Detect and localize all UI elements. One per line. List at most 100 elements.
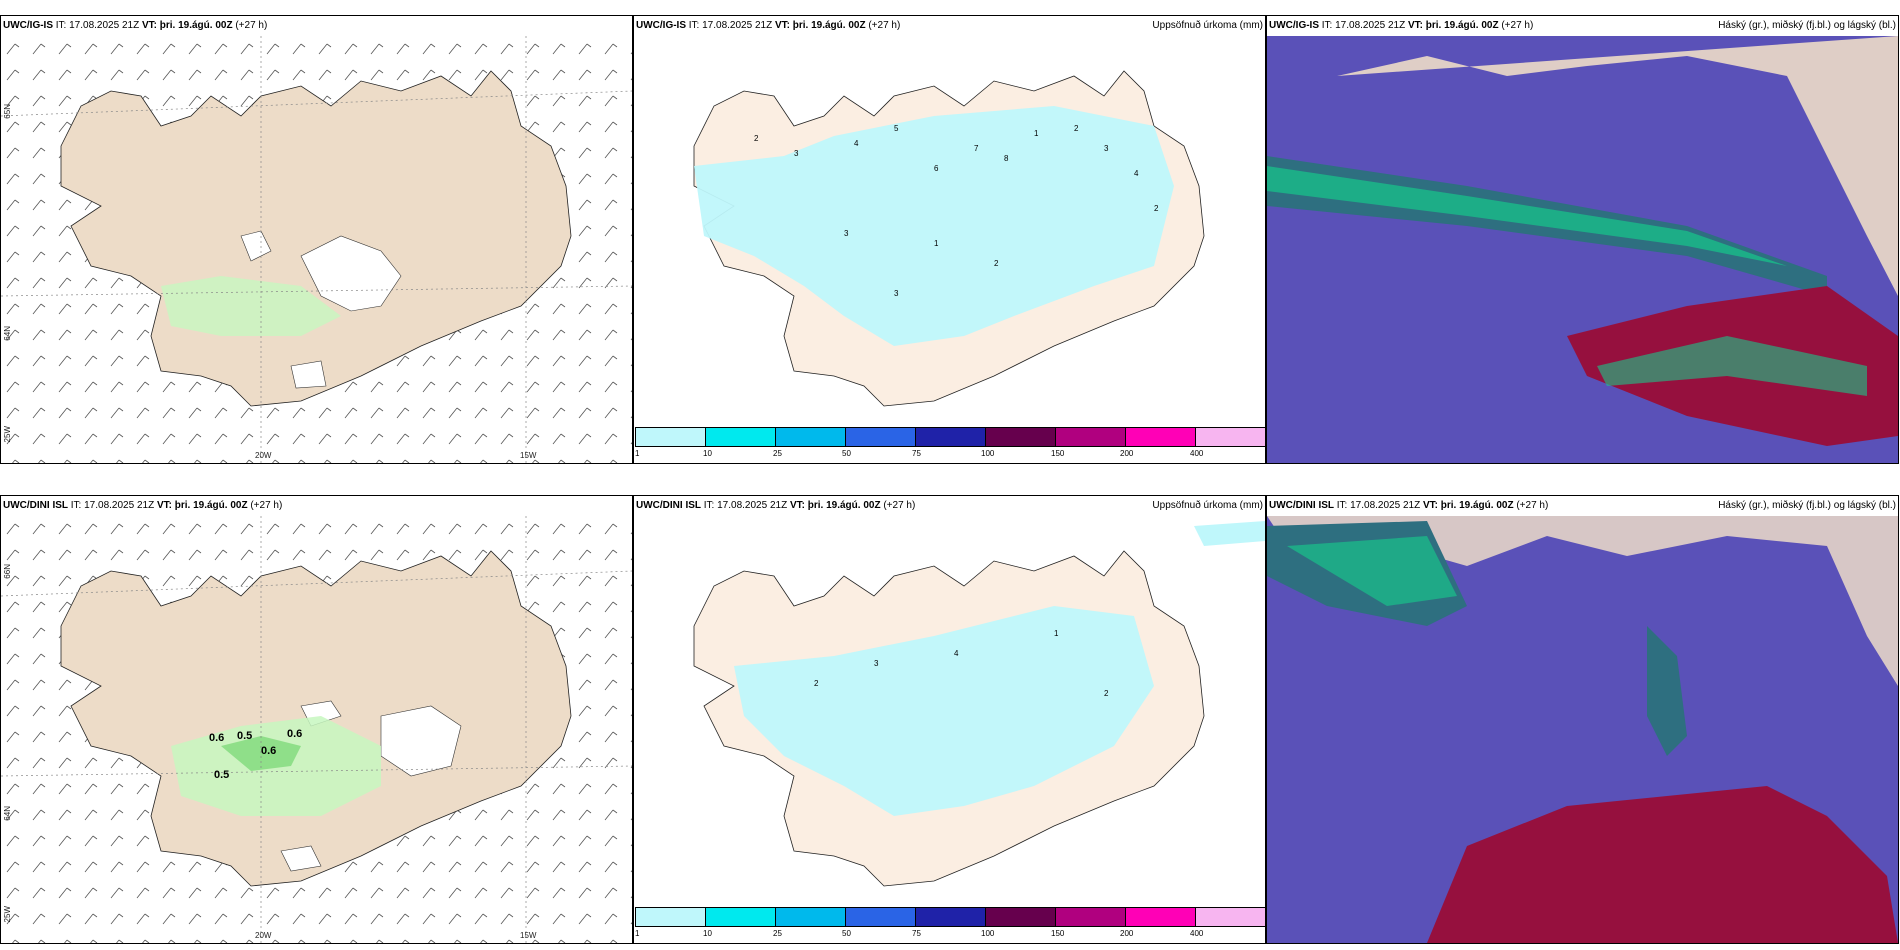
precip-value: 2 <box>1154 204 1159 213</box>
panel-wind-bottom: UWC/DINI ISL IT: 17.08.2025 21Z VT: þri.… <box>0 495 633 944</box>
legend-tick: 1 <box>635 929 640 938</box>
legend-tick: 10 <box>703 449 712 458</box>
precip-value: 4 <box>854 139 859 148</box>
precip-value: 4 <box>1134 169 1139 178</box>
it-value: 17.08.2025 21Z <box>1335 20 1406 31</box>
legend-tick: 25 <box>773 929 782 938</box>
precip-values: 2 3 4 1 2 <box>814 629 1109 698</box>
wind-map-svg: 0.6 0.5 0.6 0.6 0.5 <box>1 516 632 943</box>
precip-value: 2 <box>754 134 759 143</box>
precip-map-svg: 2 3 4 5 6 7 8 1 2 3 4 2 3 1 2 3 <box>693 70 1205 407</box>
panel-wind-top: UWC/IG-IS IT: 17.08.2025 21Z VT: þri. 19… <box>0 15 633 464</box>
grid-line <box>1 765 632 777</box>
legend-swatch <box>776 908 846 926</box>
precip-value: 1 <box>934 239 939 248</box>
it-label: IT: <box>70 500 82 511</box>
lat-label-25w: 25W <box>3 426 12 443</box>
glacier <box>290 360 327 389</box>
legend-tick: 400 <box>1190 929 1204 938</box>
panel-title: Háský (gr.), miðský (fj.bl.) og lágský (… <box>1718 16 1896 36</box>
precip-value: 2 <box>994 259 999 268</box>
cloud-map[interactable] <box>1267 36 1898 463</box>
grid-line <box>1 90 632 117</box>
it-value: 17.08.2025 21Z <box>717 500 788 511</box>
vt-label: VT: <box>141 20 157 31</box>
legend-swatch <box>1196 908 1265 926</box>
lead-time: (+27 h) <box>250 500 283 511</box>
legend-labels: 1 10 25 50 75 100 150 200 400 <box>635 927 1264 941</box>
wind-map[interactable] <box>1 36 632 463</box>
precip-area <box>1194 521 1265 546</box>
legend-swatch <box>846 428 916 446</box>
lead-time: (+27 h) <box>1501 20 1534 31</box>
precip-value: 2 <box>1104 689 1109 698</box>
legend-tick: 50 <box>842 449 851 458</box>
precip-value: 0.6 <box>287 728 302 740</box>
legend-swatch <box>846 908 916 926</box>
panel-header: UWC/IG-IS IT: 17.08.2025 21Z VT: þri. 19… <box>3 16 268 36</box>
panel-precip-top: UWC/IG-IS IT: 17.08.2025 21Z VT: þri. 19… <box>633 15 1266 464</box>
lon-label-20w: 20W <box>255 931 272 940</box>
precip-value: 0.5 <box>237 730 252 742</box>
legend-tick: 25 <box>773 449 782 458</box>
precip-map[interactable]: 2 3 4 5 6 7 8 1 2 3 4 2 3 1 2 3 <box>634 36 1265 463</box>
vt-label: VT: <box>1407 20 1423 31</box>
precip-value: 2 <box>1074 124 1079 133</box>
legend-swatch <box>1196 428 1265 446</box>
precip-value: 3 <box>1104 144 1109 153</box>
lat-label-64n: 64N <box>3 326 12 341</box>
lat-label-65n: 65N <box>3 104 12 119</box>
panel-precip-bottom: UWC/DINI ISL IT: 17.08.2025 21Z VT: þri.… <box>633 495 1266 944</box>
legend-tick: 200 <box>1120 929 1134 938</box>
precip-area <box>734 606 1154 816</box>
grid-line <box>1 285 632 297</box>
legend-swatch <box>636 428 706 446</box>
precip-value: 0.6 <box>209 732 224 744</box>
cloud-map-svg <box>1267 36 1898 463</box>
it-value: 17.08.2025 21Z <box>84 500 155 511</box>
precip-value: 1 <box>1034 129 1039 138</box>
legend-swatch <box>986 908 1056 926</box>
wind-map-svg <box>1 36 632 463</box>
lon-label-15w: 15W <box>520 931 537 940</box>
panel-header: UWC/IG-IS IT: 17.08.2025 21Z VT: þri. 19… <box>636 16 901 36</box>
wind-map[interactable]: 0.6 0.5 0.6 0.6 0.5 <box>1 516 632 943</box>
legend-swatch <box>916 908 986 926</box>
clear-land <box>1337 36 1898 296</box>
legend-tick: 150 <box>1051 929 1065 938</box>
panel-title: Háský (gr.), miðský (fj.bl.) og lágský (… <box>1718 496 1896 516</box>
precip-value: 2 <box>814 679 819 688</box>
mid-cloud-bright <box>1287 536 1457 606</box>
lead-time: (+27 h) <box>1516 500 1549 511</box>
model-name: UWC/IG-IS <box>1269 20 1319 31</box>
precip-value: 4 <box>954 649 959 658</box>
legend-swatch <box>916 428 986 446</box>
model-name: UWC/DINI ISL <box>1269 500 1334 511</box>
precip-map-svg: 2 3 4 1 2 <box>693 521 1265 887</box>
legend-tick: 200 <box>1120 449 1134 458</box>
cloud-map[interactable] <box>1267 516 1898 943</box>
grid-line <box>1 570 632 597</box>
precip-area <box>694 106 1174 346</box>
precip-value: 3 <box>844 229 849 238</box>
vt-value: þri. 19.ágú. 00Z <box>1440 500 1514 511</box>
mid-cloud-bright <box>1267 166 1787 266</box>
precip-map[interactable]: 2 3 4 1 2 <box>634 516 1265 943</box>
legend-swatch <box>986 428 1056 446</box>
precip-value: 0.6 <box>261 745 276 757</box>
cloud-map-svg <box>1267 516 1898 943</box>
legend-tick: 150 <box>1051 449 1065 458</box>
vt-value: þri. 19.ágú. 00Z <box>807 500 881 511</box>
mid-cloud-bright <box>1597 336 1867 396</box>
it-label: IT: <box>55 20 67 31</box>
panel-header: UWC/DINI ISL IT: 17.08.2025 21Z VT: þri.… <box>1269 496 1549 516</box>
vt-value: þri. 19.ágú. 00Z <box>792 20 866 31</box>
panel-title: Uppsöfnuð úrkoma (mm) <box>1152 16 1263 36</box>
legend-swatch <box>1126 428 1196 446</box>
legend-tick: 1 <box>635 449 640 458</box>
glacier <box>280 845 322 872</box>
precip-value: 7 <box>974 144 979 153</box>
vt-value: þri. 19.ágú. 00Z <box>159 20 233 31</box>
lead-time: (+27 h) <box>883 500 916 511</box>
legend-tick: 10 <box>703 929 712 938</box>
